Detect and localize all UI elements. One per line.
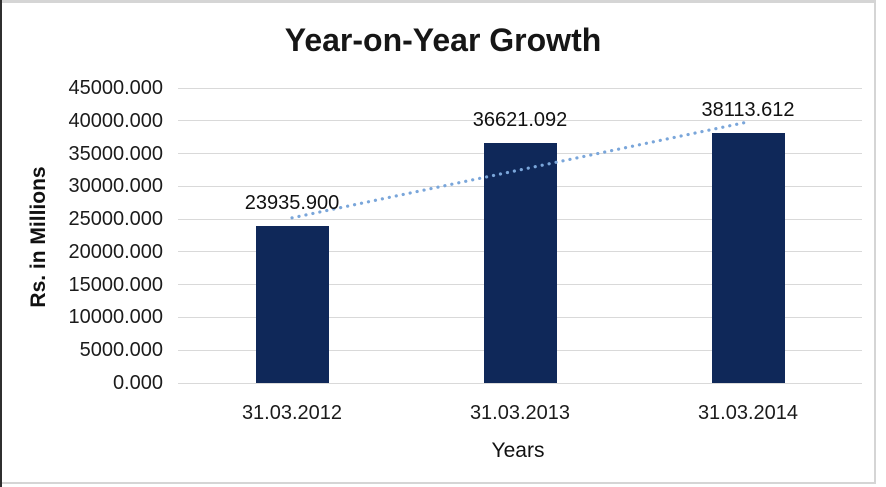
y-tick-label: 30000.000 [68,175,163,198]
bar [483,142,557,383]
gridline [178,120,862,122]
y-tick-label: 25000.000 [68,208,163,231]
bar [711,133,785,383]
data-label: 38113.612 [701,99,795,122]
gridline [178,382,862,384]
y-tick-label: 5000.000 [79,339,163,362]
y-tick-label: 20000.000 [68,240,163,263]
y-tick-label: 45000.000 [68,77,163,99]
x-axis-title: Years [491,439,545,462]
y-tick-label: 15000.000 [68,273,163,296]
gridline [178,87,862,89]
y-tick-label: 10000.000 [68,306,163,329]
y-tick-label: 40000.000 [68,109,163,132]
data-label: 23935.900 [244,192,340,215]
y-tick-label: 35000.000 [68,142,163,165]
data-label: 36621.092 [472,108,568,131]
left-edge-border [0,0,2,487]
y-tick-label: 0.000 [112,372,163,394]
category-label: 31.03.2012 [241,402,343,424]
category-label: 31.03.2014 [697,402,799,424]
bar [255,226,329,383]
chart-title: Year-on-Year Growth [284,22,602,58]
category-label: 31.03.2013 [469,402,571,424]
